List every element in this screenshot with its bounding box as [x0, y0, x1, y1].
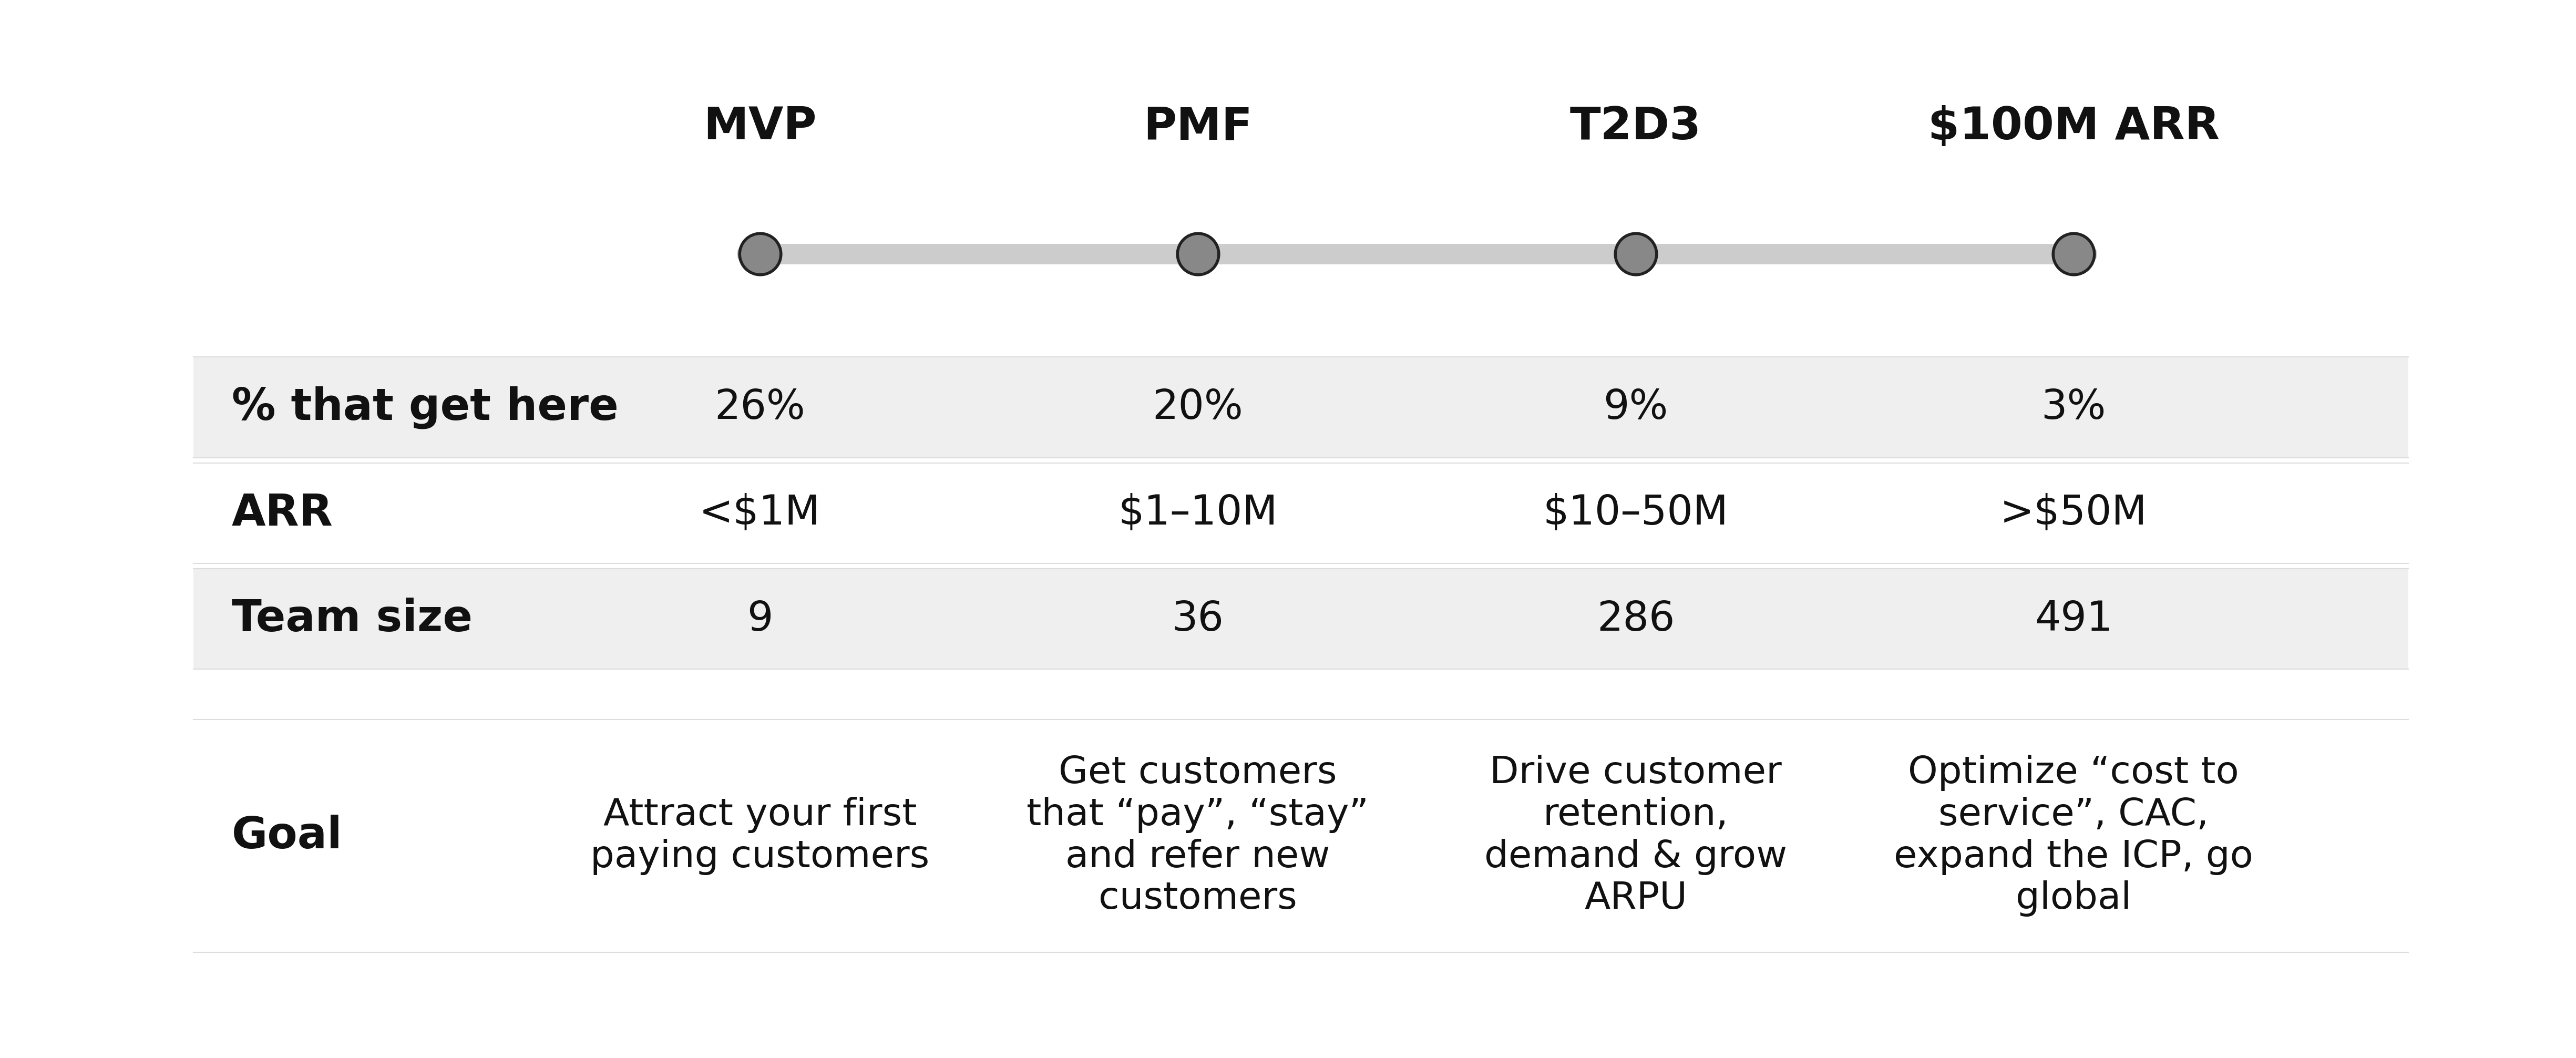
Bar — [193, 358, 2409, 457]
Text: MVP: MVP — [703, 105, 817, 149]
Text: 9: 9 — [747, 599, 773, 639]
Text: Team size: Team size — [232, 598, 471, 640]
Text: Attract your first
paying customers: Attract your first paying customers — [590, 797, 930, 875]
Point — [1177, 245, 1218, 262]
Bar — [193, 719, 2409, 952]
Text: 26%: 26% — [714, 387, 806, 427]
Text: PMF: PMF — [1144, 105, 1252, 149]
Text: 36: 36 — [1172, 599, 1224, 639]
Point — [2053, 245, 2094, 262]
Text: 20%: 20% — [1151, 387, 1244, 427]
Text: 3%: 3% — [2040, 387, 2107, 427]
Text: Drive customer
retention,
demand & grow
ARPU: Drive customer retention, demand & grow … — [1484, 754, 1788, 917]
Text: 9%: 9% — [1602, 387, 1669, 427]
Text: % that get here: % that get here — [232, 386, 618, 428]
Text: <$1M: <$1M — [698, 493, 822, 533]
Text: $100M ARR: $100M ARR — [1927, 105, 2221, 149]
Text: Optimize “cost to
service”, CAC,
expand the ICP, go
global: Optimize “cost to service”, CAC, expand … — [1893, 754, 2254, 917]
Point — [739, 245, 781, 262]
Text: 286: 286 — [1597, 599, 1674, 639]
Text: 491: 491 — [2035, 599, 2112, 639]
Text: >$50M: >$50M — [1999, 493, 2148, 533]
Text: $10–50M: $10–50M — [1543, 493, 1728, 533]
Bar — [193, 569, 2409, 670]
Text: T2D3: T2D3 — [1569, 105, 1703, 149]
Text: Goal: Goal — [232, 815, 343, 857]
Text: ARR: ARR — [232, 492, 332, 534]
Text: $1–10M: $1–10M — [1118, 493, 1278, 533]
Text: Get customers
that “pay”, “stay”
and refer new
customers: Get customers that “pay”, “stay” and ref… — [1028, 754, 1368, 917]
Bar — [193, 463, 2409, 563]
Point — [1615, 245, 1656, 262]
